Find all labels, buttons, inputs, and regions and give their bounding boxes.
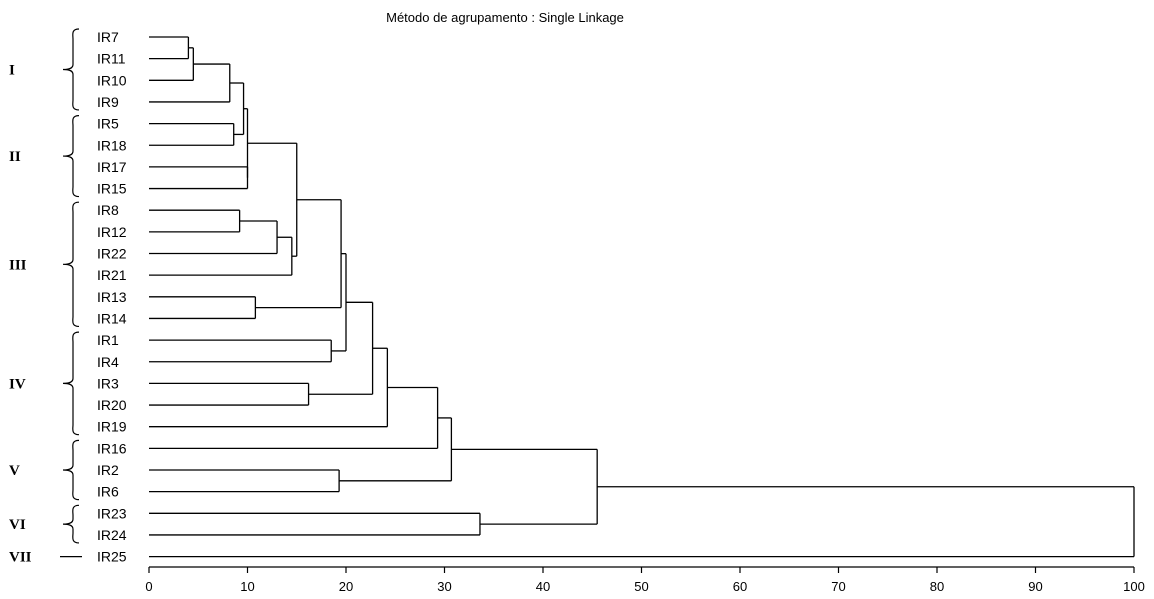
leaf-label: IR13 (97, 289, 127, 305)
x-tick-label: 20 (339, 579, 353, 594)
x-tick-label: 90 (1028, 579, 1042, 594)
leaf-label: IR21 (97, 267, 127, 283)
group-label: VI (9, 517, 26, 533)
group-label: III (9, 257, 27, 273)
group-bracket (62, 504, 80, 544)
leaf-label: IR8 (97, 202, 119, 218)
leaf-label: IR22 (97, 246, 127, 262)
leaf-label: IR11 (97, 51, 126, 67)
leaf-label: IR25 (97, 549, 127, 565)
leaf-label: IR10 (97, 72, 127, 88)
leaf-label: IR9 (97, 94, 119, 110)
group-label: V (9, 463, 20, 479)
x-tick-label: 80 (930, 579, 944, 594)
group-label: IV (9, 376, 26, 392)
leaf-label: IR12 (97, 224, 127, 240)
leaf-label: IR15 (97, 181, 127, 197)
chart-title: Método de agrupamento : Single Linkage (386, 10, 624, 25)
leaf-label: IR1 (97, 332, 119, 348)
group-label: I (9, 62, 15, 78)
leaf-label: IR7 (97, 29, 119, 45)
leaf-label: IR16 (97, 440, 127, 456)
leaf-label: IR6 (97, 484, 119, 500)
leaf-labels: IR7 IR11 IR10 IR9 IR5 IR18 IR17 IR15 IR8 IR12 IR22… (97, 29, 127, 565)
x-tick-label: 100 (1123, 579, 1145, 594)
dendrogram-links (149, 36, 1135, 558)
x-tick-label: 70 (831, 579, 845, 594)
group-bracket (62, 115, 80, 198)
x-tick-label: 60 (733, 579, 747, 594)
group-bracket (62, 28, 80, 111)
leaf-label: IR24 (97, 527, 127, 543)
x-axis: 0 10 20 30 40 50 60 70 80 90 100 (145, 566, 1145, 594)
group-bracket (62, 439, 80, 501)
x-tick-label: 10 (240, 579, 254, 594)
leaf-label: IR14 (97, 310, 127, 326)
group-label: II (9, 149, 21, 165)
leaf-label: IR23 (97, 505, 127, 521)
x-tick-label: 30 (437, 579, 451, 594)
x-tick-label: 40 (536, 579, 550, 594)
leaf-label: IR4 (97, 354, 119, 370)
leaf-label: IR17 (97, 159, 127, 175)
x-tick-label: 0 (145, 579, 152, 594)
leaf-label: IR5 (97, 116, 119, 132)
group-bracket (62, 201, 80, 328)
leaf-label: IR20 (97, 397, 127, 413)
group-bracket (62, 331, 80, 436)
x-tick-label: 50 (634, 579, 648, 594)
leaf-label: IR18 (97, 137, 127, 153)
group-label: VII (9, 550, 32, 566)
leaf-label: IR3 (97, 375, 119, 391)
leaf-label: IR2 (97, 462, 119, 478)
leaf-label: IR19 (97, 419, 127, 435)
